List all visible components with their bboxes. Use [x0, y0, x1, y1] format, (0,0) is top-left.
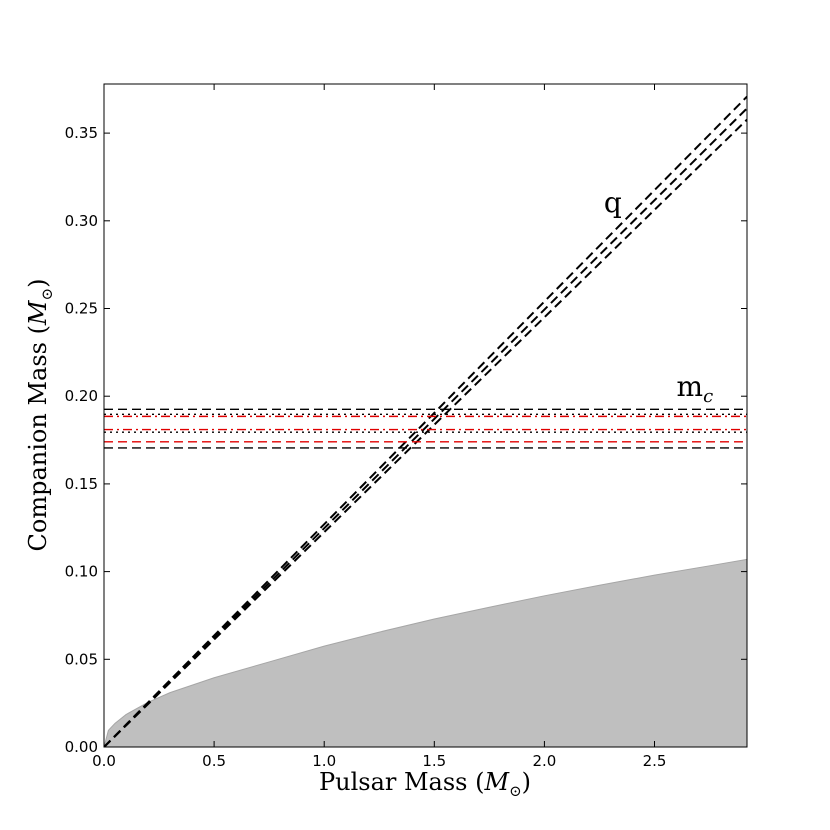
x-tick-label: 2.5: [643, 752, 667, 770]
x-axis-title: Pulsar Mass (M⊙): [319, 768, 531, 800]
x-tick-label: 2.0: [532, 752, 556, 770]
y-tick-label: 0.25: [65, 300, 98, 318]
y-tick-label: 0.35: [65, 124, 98, 142]
q-line-2: [104, 95, 747, 747]
y-tick-label: 0.00: [65, 738, 98, 756]
q-line-0: [104, 118, 747, 747]
x-tick-label: 1.0: [312, 752, 336, 770]
mass-ratio-lines: [104, 95, 747, 747]
annotation-mc: mc: [677, 370, 714, 407]
y-tick-label: 0.20: [65, 387, 98, 405]
companion-mass-lines: [104, 408, 747, 449]
annotation-q: q: [604, 186, 622, 219]
y-axis-ticks: 0.00 0.05 0.10 0.15 0.20 0.25 0.30 0.35: [65, 124, 747, 756]
plot-frame: [103, 83, 748, 748]
y-tick-label: 0.15: [65, 475, 98, 493]
y-tick-label: 0.30: [65, 212, 98, 230]
excluded-mass-region: [104, 558, 747, 747]
x-tick-label: 1.5: [422, 752, 446, 770]
x-tick-label: 0.0: [92, 752, 116, 770]
y-tick-label: 0.05: [65, 650, 98, 668]
x-axis-ticks: 0.0 0.5 1.0 1.5 2.0 2.5: [92, 84, 666, 770]
y-tick-label: 0.10: [65, 563, 98, 581]
y-axis-title: Companion Mass (M⊙): [24, 279, 56, 552]
x-tick-label: 0.5: [202, 752, 226, 770]
q-line-1: [104, 107, 747, 747]
plot-area: [104, 95, 747, 747]
